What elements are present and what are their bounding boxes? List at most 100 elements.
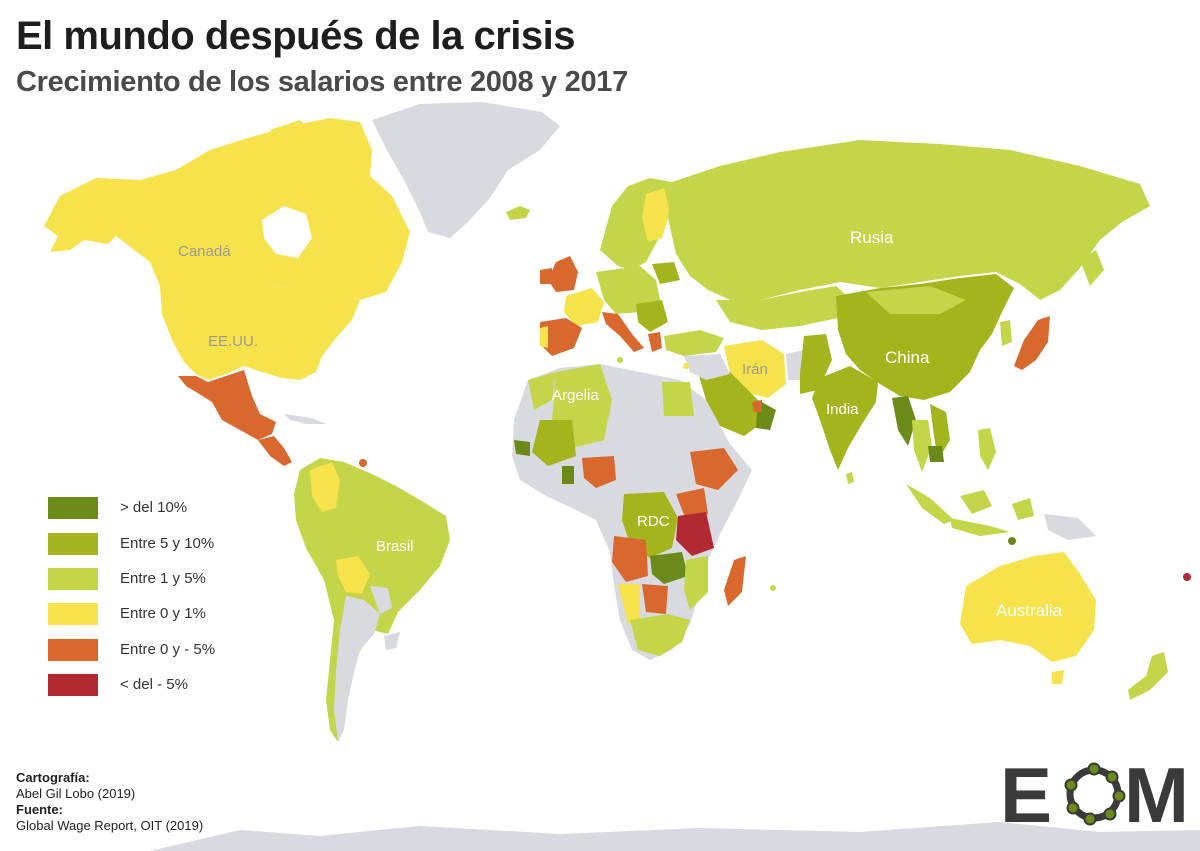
label-india: India [826, 401, 859, 418]
east-africa [676, 488, 708, 520]
canada [60, 118, 410, 302]
iceland [506, 206, 530, 220]
credits: Cartografía: Abel Gil Lobo (2019) Fuente… [16, 770, 203, 834]
saudi-arabia [698, 372, 766, 436]
legend-swatch [48, 639, 98, 661]
legend-label: Entre 5 y 10% [120, 535, 215, 552]
island-dot [683, 363, 689, 369]
canada-islands [218, 120, 346, 170]
alaska [44, 196, 116, 252]
hudson-bay [262, 206, 312, 258]
sri-lanka [846, 472, 854, 484]
central-america [258, 436, 292, 466]
label-brasil: Brasil [376, 538, 414, 555]
island-dot [359, 459, 367, 467]
paraguay-uruguay [370, 586, 400, 650]
morocco [528, 372, 556, 410]
kamchatka [1080, 250, 1104, 286]
belarus [652, 262, 680, 284]
philippines [978, 428, 996, 470]
japan [1014, 316, 1050, 370]
legend-item: Entre 1 y 5% [48, 568, 308, 590]
indonesia [906, 484, 1034, 536]
legend-item: > del 10% [48, 497, 308, 519]
legend-swatch [48, 674, 98, 696]
legend-label: > del 10% [120, 499, 188, 516]
legend-item: Entre 0 y - 5% [48, 639, 308, 661]
legend-swatch [48, 497, 98, 519]
label-rusia: Rusia [850, 228, 894, 247]
tasmania [1052, 670, 1064, 684]
venezuela-colombia [310, 462, 340, 512]
legend-swatch [48, 533, 98, 555]
ghana [562, 466, 574, 484]
legend-swatch [48, 568, 98, 590]
iberia [540, 318, 582, 356]
new-zealand [1128, 652, 1168, 700]
korea [1000, 320, 1012, 346]
pakistan [800, 334, 832, 394]
central-europe [596, 266, 660, 314]
island-dot [770, 585, 776, 591]
source-heading: Fuente: [16, 802, 63, 817]
russia [668, 140, 1150, 300]
label-usa: EE.UU. [208, 333, 258, 350]
papua [1044, 514, 1096, 540]
page-title: El mundo después de la crisis [16, 14, 576, 58]
logo-letter-e: E [1000, 756, 1052, 828]
usa [160, 286, 360, 380]
vietnam [930, 404, 950, 460]
mexico [178, 370, 276, 440]
south-america [294, 458, 450, 742]
logo-letter-m: M [1124, 756, 1189, 828]
antarctica [150, 822, 1200, 851]
uk [548, 256, 578, 292]
island-dot [1008, 537, 1016, 545]
south-africa [630, 614, 690, 656]
nigeria [582, 456, 616, 488]
egypt [662, 382, 694, 416]
bolivia [336, 556, 370, 594]
namibia [618, 584, 640, 624]
logo-ring-icon [1064, 762, 1126, 826]
mozambique [684, 556, 708, 610]
turkey [664, 330, 724, 356]
island-dot [617, 357, 623, 363]
angola [612, 536, 648, 582]
france [564, 288, 604, 326]
legend-label: Entre 0 y 1% [120, 605, 206, 622]
india [812, 366, 878, 470]
senegal [514, 440, 530, 456]
italy [602, 312, 644, 352]
legend-label: Entre 0 y - 5% [120, 641, 216, 658]
argentina [334, 596, 380, 742]
greenland [372, 102, 560, 238]
tanzania [676, 512, 714, 556]
mongolia [866, 286, 966, 314]
label-china: China [885, 348, 930, 367]
mali-region [532, 420, 576, 466]
legend-label: Entre 1 y 5% [120, 570, 206, 587]
cambodia [928, 446, 944, 462]
madagascar [724, 556, 746, 606]
legend-label: < del - 5% [120, 676, 188, 693]
uae [752, 400, 762, 412]
page-subtitle: Crecimiento de los salarios entre 2008 y… [16, 66, 628, 98]
portugal [540, 326, 548, 348]
legend-item: < del - 5% [48, 674, 308, 696]
balkans [636, 300, 668, 332]
myanmar [892, 396, 916, 446]
iraq-syria [684, 354, 730, 380]
island-dot [1183, 573, 1191, 581]
source-value: Global Wage Report, OIT (2019) [16, 818, 204, 833]
finland [642, 188, 670, 242]
label-rdc: RDC [637, 513, 670, 530]
botswana [642, 584, 668, 614]
greece [648, 332, 662, 352]
label-argelia: Argelia [552, 387, 599, 404]
zambia [650, 552, 688, 584]
legend-swatch [48, 603, 98, 625]
australia [960, 552, 1096, 662]
label-canada: Canadá [178, 243, 231, 260]
